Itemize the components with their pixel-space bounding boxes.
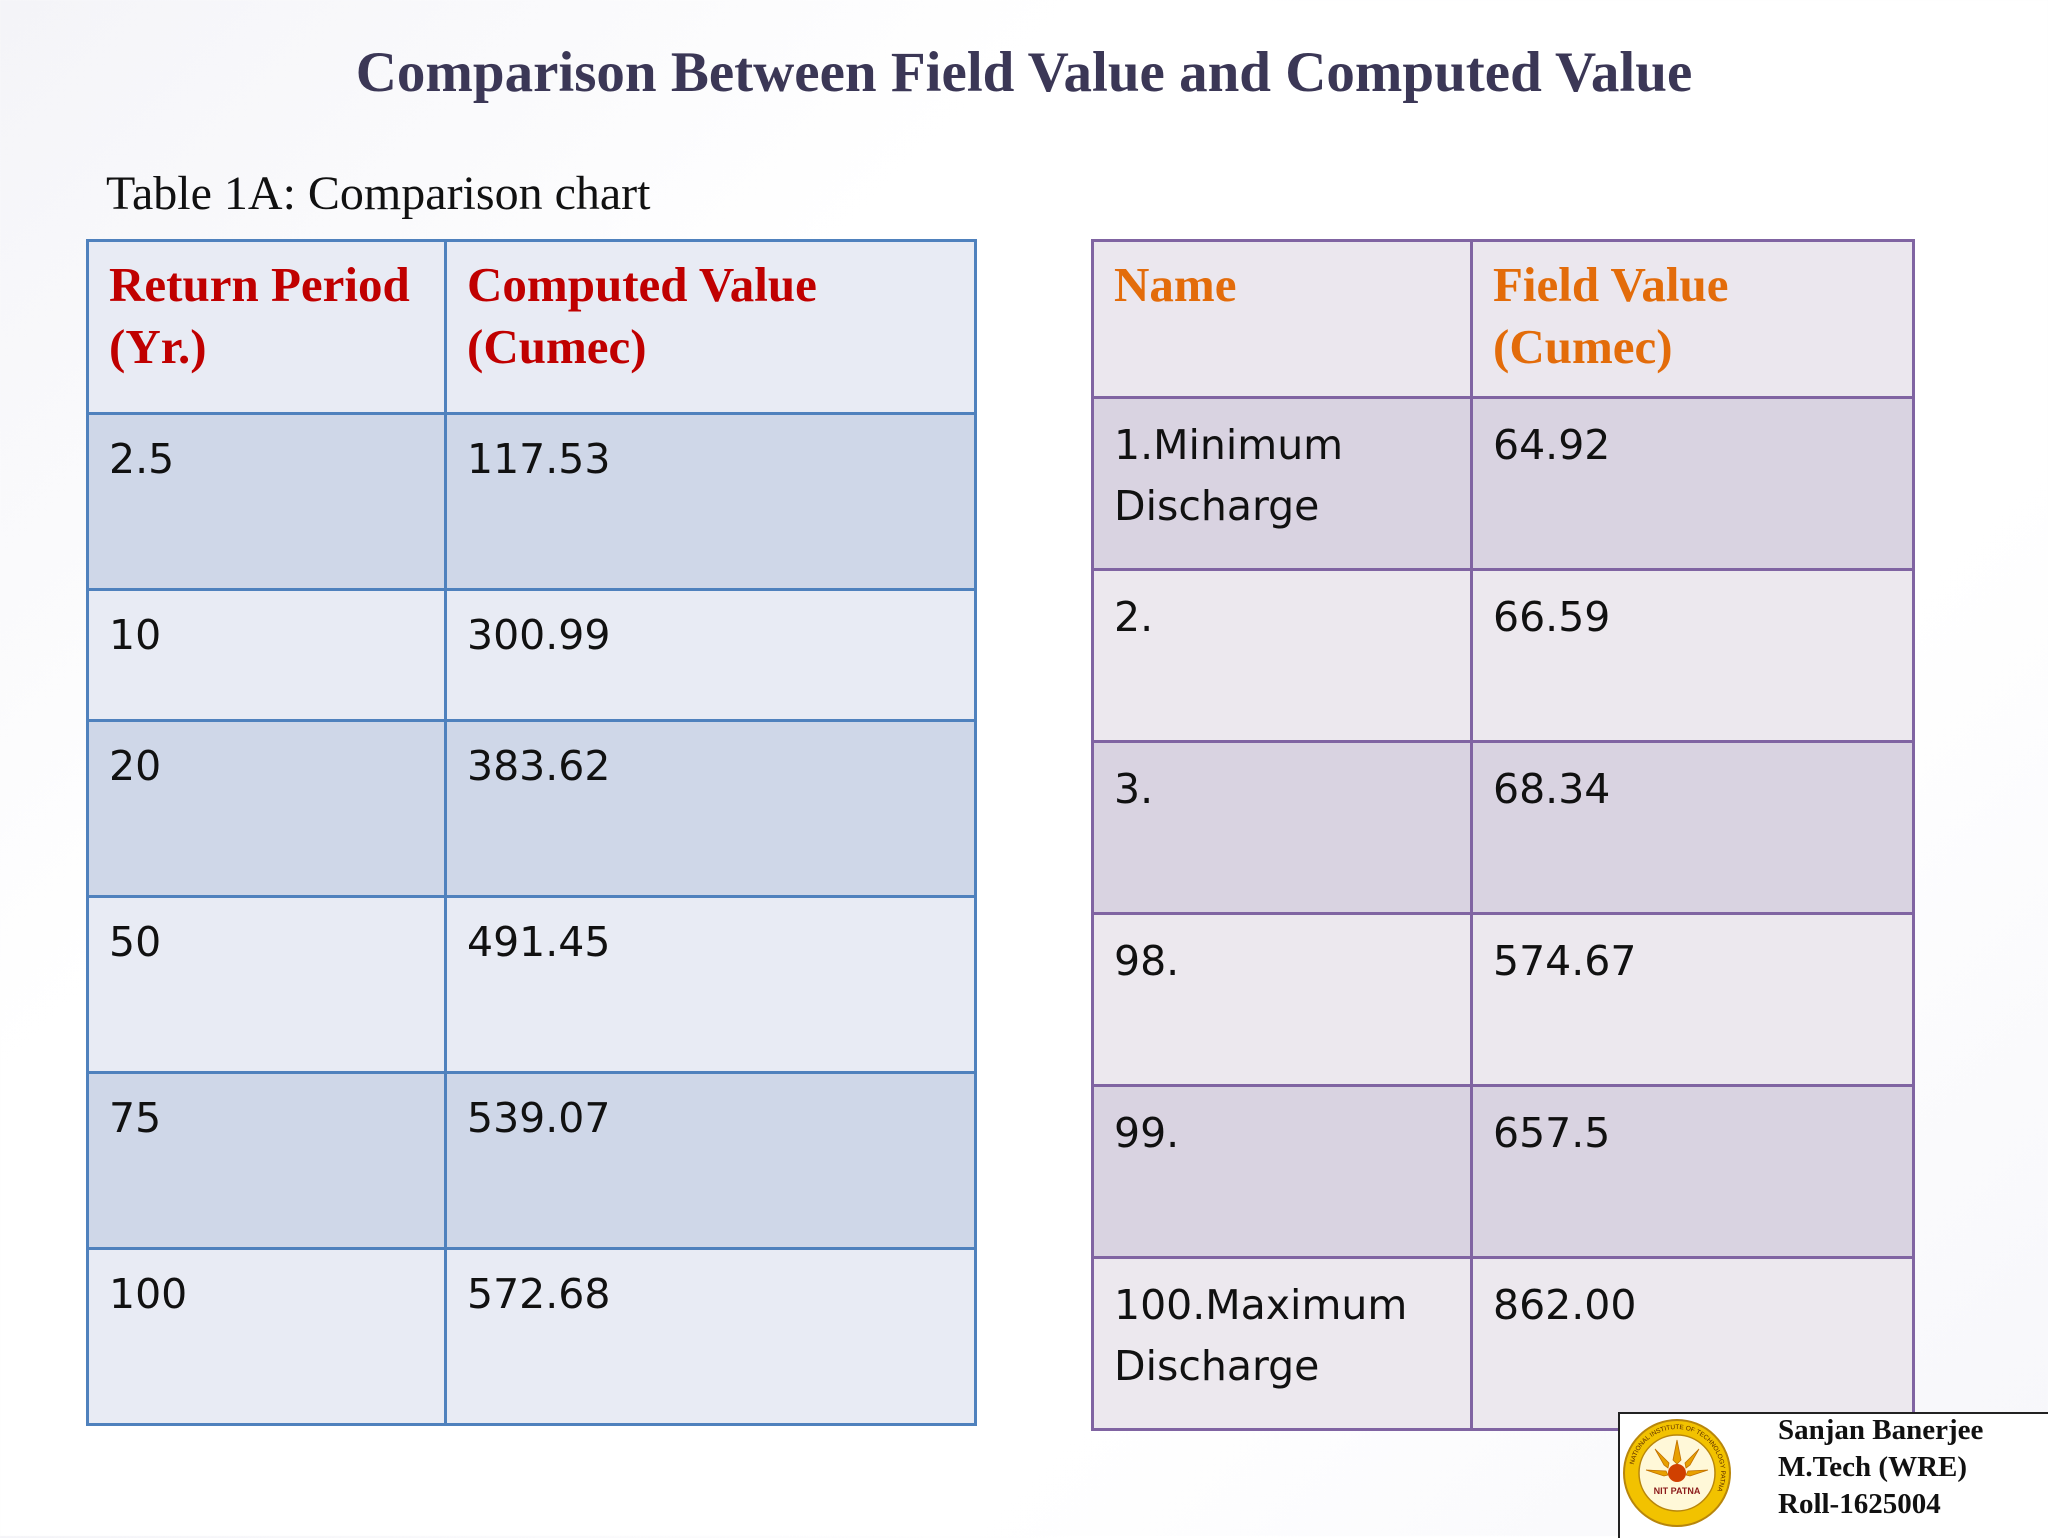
nit-patna-logo-icon: NIT PATNA NATIONAL INSTITUTE OF TECHNOLO… bbox=[1623, 1419, 1731, 1527]
field-value-table: Name Field Value (Cumec) 1.Minimum Disch… bbox=[1091, 239, 1915, 1431]
name-cell: 2. bbox=[1091, 568, 1473, 743]
table-row: 50 491.45 bbox=[86, 895, 977, 1074]
field-value-cell: 574.67 bbox=[1470, 912, 1915, 1087]
return-period-cell: 75 bbox=[86, 1071, 447, 1250]
computed-value-table: Return Period (Yr.) Computed Value (Cume… bbox=[86, 239, 977, 1426]
table-row: 2. 66.59 bbox=[1091, 568, 1915, 743]
name-cell: 99. bbox=[1091, 1084, 1473, 1259]
field-value-cell: 64.92 bbox=[1470, 396, 1915, 571]
computed-value-cell: 491.45 bbox=[444, 895, 977, 1074]
author-degree: M.Tech (WRE) bbox=[1778, 1451, 1968, 1483]
name-cell: 100.Maximum Discharge bbox=[1091, 1256, 1473, 1431]
name-cell: 98. bbox=[1091, 912, 1473, 1087]
table-row: 100 572.68 bbox=[86, 1247, 977, 1426]
table-row: 2.5 117.53 bbox=[86, 412, 977, 591]
table-caption: Table 1A: Comparison chart bbox=[106, 167, 651, 220]
logo-text: NIT PATNA bbox=[1654, 1486, 1701, 1496]
table-header-row: Return Period (Yr.) Computed Value (Cume… bbox=[86, 239, 977, 415]
return-period-cell: 2.5 bbox=[86, 412, 447, 591]
field-value-cell: 68.34 bbox=[1470, 740, 1915, 915]
header-field-value: Field Value (Cumec) bbox=[1470, 239, 1915, 399]
name-cell: 1.Minimum Discharge bbox=[1091, 396, 1473, 571]
computed-value-cell: 117.53 bbox=[444, 412, 977, 591]
field-value-cell: 66.59 bbox=[1470, 568, 1915, 743]
header-computed-value: Computed Value (Cumec) bbox=[444, 239, 977, 415]
header-name: Name bbox=[1091, 239, 1473, 399]
field-value-cell: 862.00 bbox=[1470, 1256, 1915, 1431]
author-roll: Roll-1625004 bbox=[1778, 1488, 1941, 1520]
computed-value-cell: 383.62 bbox=[444, 719, 977, 898]
author-name: Sanjan Banerjee bbox=[1778, 1414, 1984, 1446]
table-row: 99. 657.5 bbox=[1091, 1084, 1915, 1259]
table-row: 3. 68.34 bbox=[1091, 740, 1915, 915]
slide-title: Comparison Between Field Value and Compu… bbox=[355, 41, 1693, 104]
return-period-cell: 20 bbox=[86, 719, 447, 898]
table-row: 20 383.62 bbox=[86, 719, 977, 898]
return-period-cell: 100 bbox=[86, 1247, 447, 1426]
table-row: 98. 574.67 bbox=[1091, 912, 1915, 1087]
return-period-cell: 10 bbox=[86, 588, 447, 722]
name-cell: 3. bbox=[1091, 740, 1473, 915]
field-value-cell: 657.5 bbox=[1470, 1084, 1915, 1259]
header-return-period: Return Period (Yr.) bbox=[86, 239, 447, 415]
computed-value-cell: 300.99 bbox=[444, 588, 977, 722]
author-info: Sanjan Banerjee M.Tech (WRE) Roll-162500… bbox=[1778, 1412, 1983, 1523]
table-row: 75 539.07 bbox=[86, 1071, 977, 1250]
table-row: 1.Minimum Discharge 64.92 bbox=[1091, 396, 1915, 571]
table-header-row: Name Field Value (Cumec) bbox=[1091, 239, 1915, 399]
return-period-cell: 50 bbox=[86, 895, 447, 1074]
table-row: 100.Maximum Discharge 862.00 bbox=[1091, 1256, 1915, 1431]
computed-value-cell: 572.68 bbox=[444, 1247, 977, 1426]
table-row: 10 300.99 bbox=[86, 588, 977, 722]
computed-value-cell: 539.07 bbox=[444, 1071, 977, 1250]
